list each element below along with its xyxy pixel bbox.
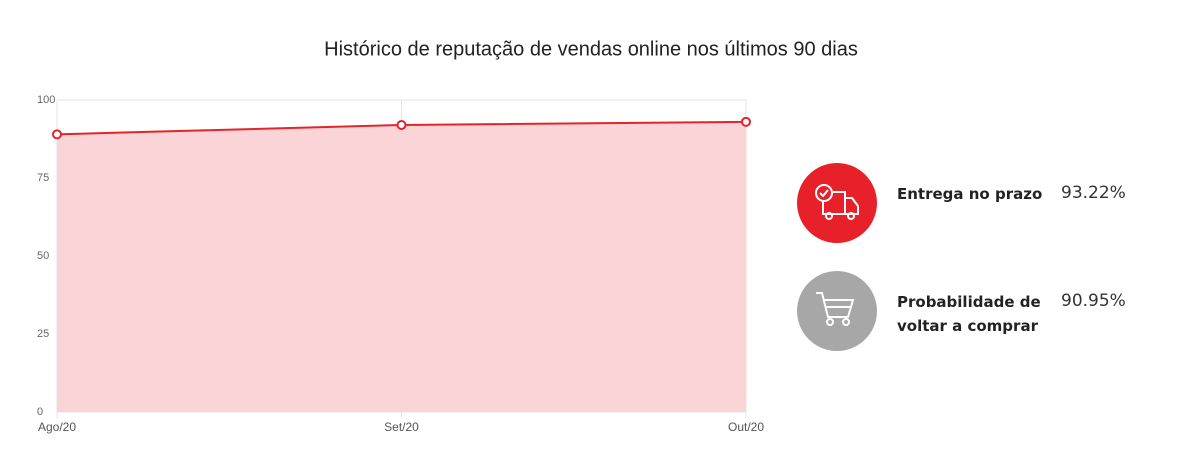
stat-value: 93.22% <box>1061 183 1126 203</box>
stat-icon-cart <box>797 271 877 351</box>
stat-label: Entrega no prazo <box>897 185 1043 203</box>
stat-icon-truck <box>797 163 877 243</box>
y-tick-label: 25 <box>37 328 49 340</box>
x-tick-label: Out/20 <box>728 420 764 434</box>
x-tick-label: Set/20 <box>384 420 419 434</box>
area <box>57 121 746 412</box>
stat-label: Probabilidade de voltar a comprar <box>897 293 1041 335</box>
point <box>52 129 62 140</box>
chart-title: Histórico de reputação de vendas online … <box>324 38 858 60</box>
point <box>396 119 407 130</box>
y-tick-label: 0 <box>37 406 43 418</box>
point <box>741 116 751 127</box>
y-tick-label: 100 <box>37 94 55 106</box>
y-tick-label: 50 <box>37 250 49 262</box>
y-tick-label: 75 <box>37 172 49 184</box>
x-tick-label: Ago/20 <box>38 420 76 434</box>
stat-value: 90.95% <box>1061 291 1126 311</box>
